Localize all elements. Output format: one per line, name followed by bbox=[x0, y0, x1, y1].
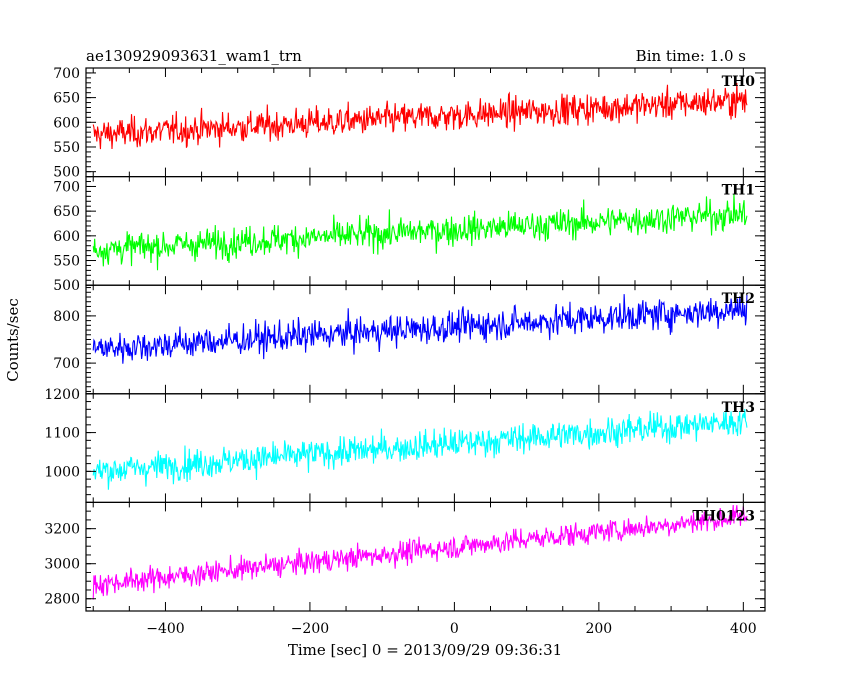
panel-th2: 700 800 TH2 bbox=[53, 284, 766, 395]
panel-th1: 500 550 600 650 700 TH1 bbox=[53, 176, 766, 294]
panel-label-th0123: TH0123 bbox=[692, 508, 755, 524]
panel-th0: 500 550 600 650 700 TH0 bbox=[53, 66, 766, 181]
x-tick-label: −200 bbox=[291, 621, 329, 637]
y-tick-label: 650 bbox=[53, 91, 80, 107]
series-line-th2 bbox=[92, 294, 748, 364]
series-line-th3 bbox=[92, 408, 748, 490]
panel-frame-th0 bbox=[85, 67, 766, 178]
series-line-th0123 bbox=[92, 505, 748, 600]
y-tick-label: 1200 bbox=[44, 387, 80, 403]
chart-title-right: Bin time: 1.0 s bbox=[636, 47, 746, 65]
y-tick-label: 550 bbox=[53, 140, 80, 156]
y-tick-label: 1100 bbox=[44, 426, 80, 442]
series-line-th0 bbox=[92, 82, 748, 150]
x-tick-label: 200 bbox=[585, 621, 612, 637]
y-tick-label: 2800 bbox=[44, 592, 80, 608]
x-tick-label: 400 bbox=[730, 621, 757, 637]
y-tick-label: 500 bbox=[53, 278, 80, 294]
panel-th0123: 2800 3000 3200 TH0123 bbox=[44, 501, 766, 612]
y-tick-label: 600 bbox=[53, 115, 80, 131]
x-axis-label: Time [sec] 0 = 2013/09/29 09:36:31 bbox=[288, 641, 562, 659]
panel-th3: 1000 1100 1200 TH3 bbox=[44, 387, 766, 503]
panel-frame-th2 bbox=[85, 284, 766, 395]
y-tick-label: 3200 bbox=[44, 522, 80, 538]
panel-frame-th0123 bbox=[85, 501, 766, 612]
y-tick-label: 600 bbox=[53, 229, 80, 245]
y-tick-label: 800 bbox=[53, 309, 80, 325]
x-tick-label: −400 bbox=[146, 621, 184, 637]
x-tick-label: 0 bbox=[450, 621, 459, 637]
y-tick-label: 500 bbox=[53, 165, 80, 181]
series-line-th1 bbox=[92, 194, 748, 271]
panel-frame-th3 bbox=[85, 393, 766, 503]
y-tick-label: 700 bbox=[53, 66, 80, 82]
y-axis-label: Counts/sec bbox=[4, 298, 22, 382]
y-tick-label: 1000 bbox=[44, 464, 80, 480]
panel-label-th0: TH0 bbox=[722, 74, 756, 90]
panels-group: 500 550 600 650 700 TH0 500 550 600 650 700 TH1 700 8… bbox=[44, 66, 766, 637]
panel-label-th3: TH3 bbox=[722, 400, 755, 416]
y-tick-label: 700 bbox=[53, 356, 80, 372]
panel-label-th1: TH1 bbox=[722, 183, 755, 199]
y-tick-label: 3000 bbox=[44, 557, 80, 573]
chart-title-left: ae130929093631_wam1_trn bbox=[86, 47, 302, 65]
y-tick-label: 700 bbox=[53, 179, 80, 195]
y-tick-label: 650 bbox=[53, 204, 80, 220]
panel-label-th2: TH2 bbox=[722, 291, 755, 307]
y-tick-label: 550 bbox=[53, 254, 80, 270]
